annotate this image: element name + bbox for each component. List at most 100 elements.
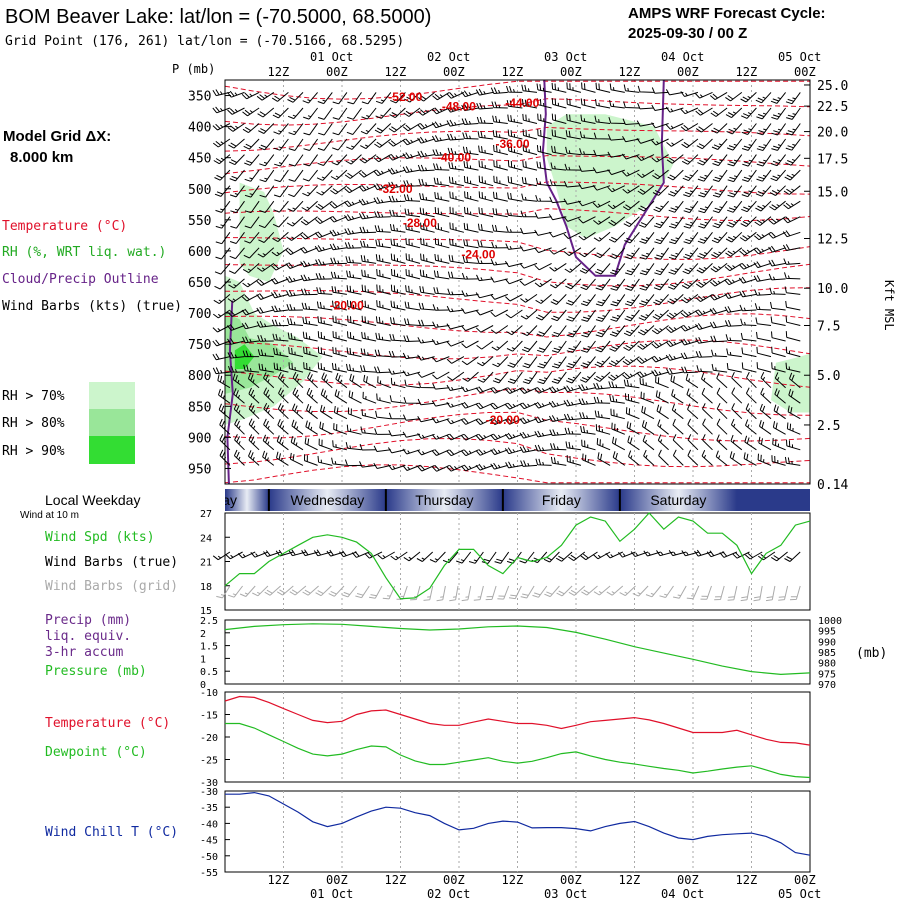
upper-wind-barb xyxy=(431,449,450,456)
upper-wind-barb xyxy=(374,366,391,374)
upper-wind-barb xyxy=(755,200,772,212)
upper-wind-barb xyxy=(461,464,479,472)
upper-wind-barb xyxy=(332,107,348,120)
upper-wind-barb xyxy=(682,263,699,275)
upper-wind-barb xyxy=(695,351,713,358)
upper-wind-barb xyxy=(505,243,523,250)
upper-wind-barb xyxy=(307,371,318,389)
upper-wind-barb xyxy=(565,371,582,384)
upper-wind-barb xyxy=(743,452,757,466)
upper-wind-barb xyxy=(476,102,494,110)
top-hour-label: 12Z xyxy=(502,65,524,79)
upper-wind-barb xyxy=(534,229,552,236)
upper-wind-barb xyxy=(724,278,743,286)
wind-speed-tick-label: 27 xyxy=(200,509,212,520)
grid-wind-barb xyxy=(341,585,357,598)
wind-barbs-true-label: Wind Barbs (true) xyxy=(45,555,178,570)
upper-wind-barb xyxy=(759,420,772,435)
upper-wind-barb xyxy=(303,123,319,136)
upper-wind-barb xyxy=(446,433,465,441)
pressure-tick-label: 995 xyxy=(818,627,836,638)
upper-wind-barb xyxy=(685,373,699,389)
top-time-axis: 01 Oct 02 Oct 03 Oct 04 Oct 05 Oct 12Z 00Z 12Z 0… xyxy=(268,50,822,79)
upper-wind-barb xyxy=(403,396,421,404)
height-tick-label: 7.5 xyxy=(817,320,840,335)
upper-wind-barb xyxy=(565,278,582,290)
upper-wind-barb xyxy=(534,401,552,409)
upper-wind-barb xyxy=(680,352,698,360)
upper-wind-barb xyxy=(212,309,231,319)
upper-wind-barb xyxy=(215,247,231,260)
upper-wind-barb xyxy=(725,247,743,257)
upper-wind-barb xyxy=(301,288,318,296)
upper-wind-barb xyxy=(564,263,582,273)
upper-wind-barb xyxy=(505,309,523,319)
upper-wind-barb xyxy=(754,303,772,311)
upper-wind-barb xyxy=(636,120,655,127)
pressure-tick-label: 1000 xyxy=(818,616,842,627)
upper-wind-barb xyxy=(403,194,421,202)
upper-wind-barb xyxy=(288,169,304,182)
temperature-tick-label: -20 xyxy=(200,733,218,744)
upper-wind-barb xyxy=(256,307,274,314)
upper-wind-barb xyxy=(446,449,465,457)
temperature-contour-label: -32.00 xyxy=(379,182,413,196)
upper-wind-barb xyxy=(756,154,772,167)
weekday-band: Tuesday Wednesday Thursday Friday Saturday xyxy=(225,489,810,511)
upper-wind-barb xyxy=(522,160,538,171)
upper-wind-barb xyxy=(433,287,450,295)
upper-wind-barb xyxy=(404,379,421,389)
upper-wind-barb xyxy=(595,99,611,109)
upper-wind-barb xyxy=(534,262,552,271)
upper-wind-barb xyxy=(462,255,479,264)
weekday-segment xyxy=(268,489,386,511)
upper-wind-barb xyxy=(420,237,435,249)
upper-wind-barb xyxy=(214,169,231,181)
grid-wind-barb xyxy=(753,585,763,602)
upper-wind-barb xyxy=(449,191,465,202)
upper-wind-barb xyxy=(771,107,787,120)
upper-wind-barb xyxy=(233,449,245,466)
upper-wind-barb xyxy=(783,185,801,195)
upper-wind-barb xyxy=(610,278,626,291)
upper-wind-barb xyxy=(212,353,231,361)
upper-wind-barb xyxy=(404,318,421,326)
upper-wind-barb xyxy=(375,254,391,264)
weekday-label: Saturday xyxy=(650,492,706,508)
station-title: BOM Beaver Lake: lat/lon = (-70.5000, 68… xyxy=(5,6,431,28)
upper-wind-barb xyxy=(315,273,333,280)
upper-wind-barb xyxy=(627,435,640,451)
upper-wind-barb xyxy=(683,232,699,245)
upper-wind-barb xyxy=(697,169,713,182)
upper-wind-barb xyxy=(434,222,450,233)
grid-wind-barb xyxy=(645,585,662,598)
upper-wind-barb xyxy=(377,376,391,389)
upper-wind-barb xyxy=(609,340,626,352)
upper-wind-barb xyxy=(745,419,757,435)
grid-wind-barb xyxy=(302,585,319,596)
grid-wind-barb xyxy=(355,585,370,599)
upper-wind-barb xyxy=(373,169,391,177)
upper-wind-barb xyxy=(448,176,464,187)
upper-wind-barb xyxy=(709,91,728,101)
upper-wind-barb xyxy=(651,325,669,335)
upper-wind-barb xyxy=(463,222,479,233)
upper-wind-barb xyxy=(609,325,626,337)
pressure-tick-label: 550 xyxy=(188,214,211,229)
upper-wind-barb xyxy=(389,107,406,119)
upper-wind-barb xyxy=(302,92,318,104)
upper-wind-barb xyxy=(360,426,377,435)
upper-wind-barb xyxy=(636,154,655,162)
upper-wind-barb xyxy=(373,445,391,452)
upper-wind-barb xyxy=(768,216,786,225)
upper-wind-barb xyxy=(639,231,655,244)
weekday-segment xyxy=(619,489,737,511)
upper-wind-barb xyxy=(610,408,625,420)
upper-wind-barb xyxy=(683,185,699,198)
upper-wind-barb xyxy=(492,208,508,218)
upper-wind-barb xyxy=(548,415,567,422)
upper-wind-barb xyxy=(417,398,435,406)
upper-wind-barb xyxy=(490,402,509,410)
upper-wind-barb xyxy=(668,185,684,197)
upper-wind-barb xyxy=(347,407,362,420)
